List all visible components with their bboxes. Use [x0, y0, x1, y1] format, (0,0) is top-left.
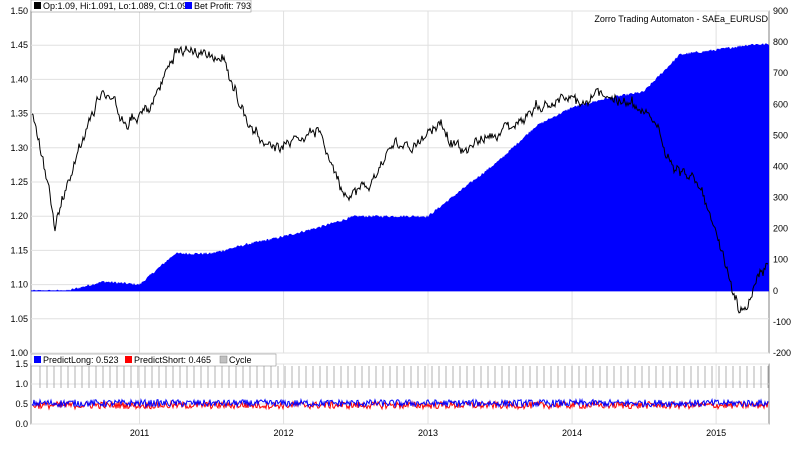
right-tick-label: 600 — [773, 99, 788, 109]
x-tick-label: 2012 — [274, 428, 294, 438]
left-tick-label: 1.20 — [10, 211, 28, 221]
sub-tick-label: 1.0 — [15, 379, 28, 389]
x-tick-label: 2015 — [706, 428, 726, 438]
cycle-swatch — [219, 355, 228, 364]
predict-short-swatch — [125, 356, 132, 363]
left-tick-label: 1.35 — [10, 109, 28, 119]
chart-title: Zorro Trading Automaton - SAEa_EURUSD — [594, 14, 768, 24]
left-axis-ticks: 1.00 1.05 1.10 1.15 1.20 1.25 1.30 1.35 1.40 1.45… — [10, 6, 28, 358]
right-tick-label: -100 — [773, 317, 791, 327]
cycle-bars — [39, 366, 769, 388]
sub-tick-label: 0.0 — [15, 419, 28, 429]
x-tick-label: 2011 — [130, 428, 149, 438]
right-tick-label: 800 — [773, 37, 788, 47]
sub-tick-label: 0.5 — [15, 399, 28, 409]
x-tick-label: 2014 — [562, 428, 582, 438]
predict-long-legend-label: PredictLong: 0.523 — [43, 355, 119, 365]
predict-long-line — [31, 397, 769, 409]
sub-panel: 0.0 0.5 1.0 1.5 PredictLong: 0.523 PredictS… — [15, 353, 770, 429]
left-tick-label: 1.50 — [10, 6, 28, 16]
right-tick-label: 400 — [773, 161, 788, 171]
sub-legend: PredictLong: 0.523 PredictShort: 0.465 C… — [30, 353, 277, 367]
x-axis-ticks: 2011 2012 2013 2014 2015 — [130, 428, 726, 438]
x-tick-label: 2013 — [418, 428, 438, 438]
main-legend: Op:1.09, Hi:1.091, Lo:1.089, Cl:1.09 Bet… — [30, 0, 252, 13]
predict-long-swatch — [34, 356, 41, 363]
sub-tick-label: 1.5 — [15, 359, 28, 369]
left-tick-label: 1.45 — [10, 40, 28, 50]
right-axis-ticks: -200 -100 0 100 200 300 400 500 600 700 800 900 — [773, 6, 791, 358]
legend-background — [30, 0, 252, 13]
profit-legend-swatch — [185, 2, 192, 9]
right-tick-label: 300 — [773, 193, 788, 203]
right-tick-label: -200 — [773, 348, 791, 358]
price-legend-label: Op:1.09, Hi:1.091, Lo:1.089, Cl:1.09 — [43, 1, 187, 11]
cycle-legend-label: Cycle — [229, 355, 252, 365]
sub-plot-area — [30, 363, 770, 425]
right-tick-label: 900 — [773, 6, 788, 16]
right-tick-label: 100 — [773, 255, 788, 265]
right-tick-label: 200 — [773, 224, 788, 234]
profit-legend-label: Bet Profit: 793 — [194, 1, 251, 11]
sub-axis-ticks: 0.0 0.5 1.0 1.5 — [15, 359, 28, 429]
right-tick-label: 700 — [773, 68, 788, 78]
sub-legend-background — [30, 353, 277, 367]
predict-short-legend-label: PredictShort: 0.465 — [134, 355, 211, 365]
left-tick-label: 1.40 — [10, 74, 28, 84]
price-legend-swatch — [34, 2, 41, 9]
left-tick-label: 1.05 — [10, 314, 28, 324]
left-tick-label: 1.30 — [10, 143, 28, 153]
price-line — [31, 45, 769, 314]
left-tick-label: 1.25 — [10, 177, 28, 187]
right-tick-label: 0 — [773, 286, 778, 296]
right-tick-label: 500 — [773, 130, 788, 140]
left-tick-label: 1.15 — [10, 245, 28, 255]
bet-profit-area — [31, 43, 769, 291]
main-panel: 1.00 1.05 1.10 1.15 1.20 1.25 1.30 1.35 1.40 1.45… — [10, 0, 791, 358]
left-tick-label: 1.00 — [10, 348, 28, 358]
left-tick-label: 1.10 — [10, 280, 28, 290]
